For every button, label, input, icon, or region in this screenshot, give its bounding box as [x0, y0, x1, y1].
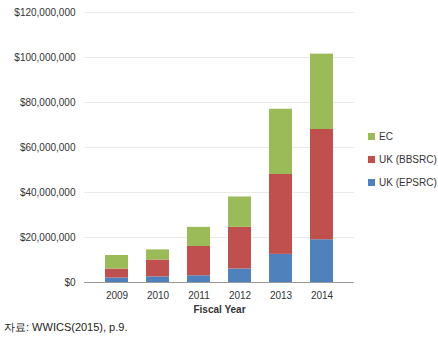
svg-text:2011: 2011: [188, 290, 210, 301]
html-text:UK (EPSRC): UK (EPSRC): [379, 176, 437, 188]
svg-text:Fiscal Year: Fiscal Year: [193, 304, 245, 315]
svg-text:2013: 2013: [270, 290, 293, 301]
svg-text:$60,000,000: $60,000,000: [20, 142, 76, 153]
html-text:UK (BBSRC): UK (BBSRC): [379, 153, 437, 165]
svg-text:2010: 2010: [147, 290, 170, 301]
html-text:자료: WWICS(2015), p.9.: 자료: WWICS(2015), p.9.: [4, 321, 128, 333]
svg-text:$120,000,000: $120,000,000: [14, 7, 76, 18]
svg-text:$0: $0: [64, 277, 76, 288]
svg-text:2012: 2012: [229, 290, 252, 301]
svg-text:$40,000,000: $40,000,000: [20, 187, 76, 198]
svg-text:$20,000,000: $20,000,000: [20, 232, 76, 243]
svg-text:$80,000,000: $80,000,000: [20, 97, 76, 108]
svg-text:2009: 2009: [106, 290, 129, 301]
svg-text:$100,000,000: $100,000,000: [14, 52, 76, 63]
html-text:EC: EC: [379, 130, 393, 142]
svg-text:2014: 2014: [311, 290, 334, 301]
